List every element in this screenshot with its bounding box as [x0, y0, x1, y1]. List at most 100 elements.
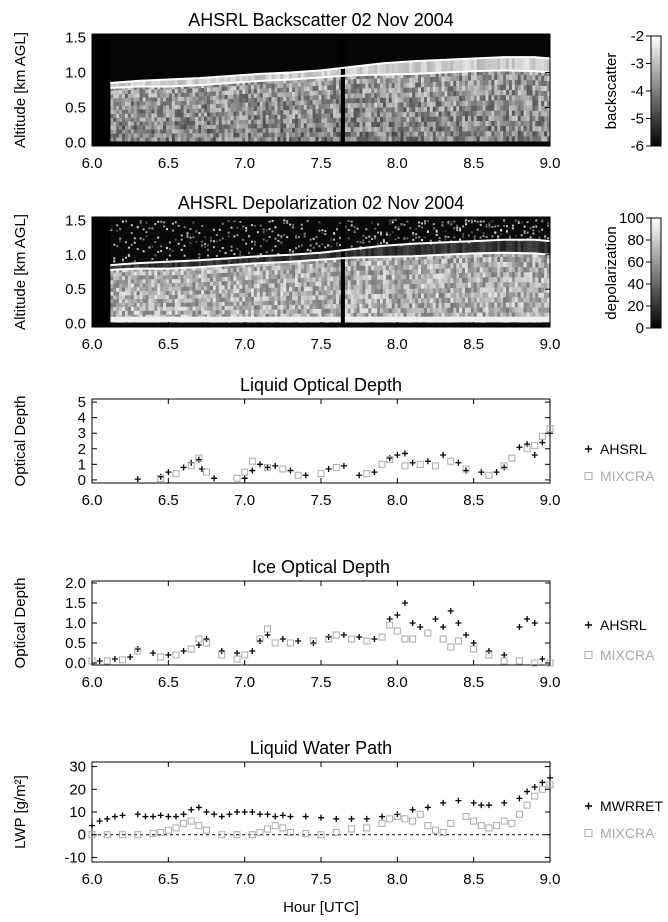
heatmap-cell	[541, 105, 545, 112]
heatmap-cell	[151, 298, 155, 303]
heatmap-cell	[336, 98, 340, 104]
heatmap-cell	[438, 312, 443, 318]
heatmap-cell	[409, 82, 413, 88]
heatmap-cell	[271, 274, 275, 279]
heatmap-cell	[377, 131, 381, 137]
heatmap-cell	[177, 302, 182, 307]
heatmap-cell	[318, 245, 321, 248]
heatmap-cell	[532, 229, 535, 232]
heatmap-cell	[435, 91, 440, 97]
heatmap-cell	[368, 265, 372, 271]
heatmap-cell	[218, 94, 223, 100]
heatmap-cell	[318, 313, 322, 319]
heatmap-cell	[462, 297, 466, 303]
heatmap-cell	[218, 90, 223, 96]
heatmap-cell	[547, 90, 551, 97]
heatmap-cell	[183, 128, 188, 134]
heatmap-cell	[465, 272, 469, 278]
heatmap-cell	[127, 105, 132, 110]
heatmap-cell	[459, 302, 463, 308]
heatmap-cell	[488, 287, 492, 293]
heatmap-cell	[286, 278, 290, 283]
heatmap-cell	[336, 93, 340, 99]
heatmap-cell	[306, 109, 311, 114]
heatmap-cell	[230, 98, 234, 104]
heatmap-cell	[517, 136, 522, 142]
heatmap-cell	[201, 277, 205, 283]
heatmap-cell	[506, 291, 510, 298]
heatmap-cell	[315, 81, 319, 86]
heatmap-cell	[382, 116, 387, 123]
heatmap-cell	[212, 132, 217, 138]
heatmap-cell	[500, 276, 504, 283]
heatmap-cell	[168, 93, 173, 98]
heatmap-cell	[394, 131, 399, 137]
heatmap-cell	[336, 112, 340, 118]
heatmap-cell	[330, 299, 334, 305]
heatmap-cell	[315, 290, 319, 296]
heatmap-cell	[157, 275, 161, 280]
heatmap-cell	[336, 303, 340, 309]
heatmap-cell	[256, 261, 261, 267]
heatmap-cell	[122, 298, 126, 304]
heatmap-cell	[321, 285, 325, 291]
heatmap-cell	[259, 245, 262, 248]
heatmap-cell	[485, 115, 489, 121]
heatmap-cell	[280, 109, 284, 115]
heatmap-cell	[180, 286, 185, 291]
heatmap-cell	[397, 102, 402, 108]
heatmap-cell	[171, 93, 176, 98]
heatmap-cell	[289, 78, 293, 84]
heatmap-cell	[365, 78, 369, 84]
heatmap-cell	[491, 276, 495, 283]
heatmap-cell	[253, 84, 258, 90]
heatmap-cell	[432, 253, 437, 260]
heatmap-cell	[470, 69, 475, 76]
heatmap-cell	[262, 300, 267, 306]
heatmap-cell	[177, 242, 180, 245]
heatmap-cell	[488, 261, 492, 268]
heatmap-cell	[271, 87, 275, 93]
heatmap-cell	[297, 72, 302, 79]
heatmap-cell	[277, 96, 281, 102]
heatmap-cell	[168, 241, 171, 244]
heatmap-cell	[482, 307, 487, 313]
heatmap-cell	[242, 313, 246, 319]
heatmap-cell	[529, 74, 533, 81]
heatmap-cell	[511, 276, 516, 283]
heatmap-cell	[292, 308, 296, 314]
heatmap-cell	[295, 91, 299, 97]
heatmap-cell	[485, 74, 489, 80]
heatmap-cell	[168, 79, 173, 87]
heatmap-cell	[503, 256, 507, 262]
heatmap-cell	[295, 118, 299, 124]
heatmap-cell	[259, 283, 264, 288]
heatmap-cell	[174, 290, 179, 295]
heatmap-cell	[177, 282, 182, 287]
heatmap-cell	[403, 61, 407, 75]
heatmap-cell	[154, 310, 158, 315]
heatmap-cell	[295, 247, 297, 250]
heatmap-cell	[300, 118, 305, 124]
heatmap-cell	[347, 279, 352, 285]
heatmap-cell	[500, 256, 504, 262]
heatmap-cell	[541, 100, 545, 107]
heatmap-cell	[485, 105, 489, 111]
heatmap-cell	[514, 307, 519, 313]
heatmap-cell	[517, 57, 522, 71]
heatmap-cell	[321, 89, 325, 95]
heatmap-cell	[142, 228, 145, 231]
heatmap-cell	[500, 136, 504, 142]
heatmap-cell	[368, 97, 372, 103]
heatmap-cell	[259, 123, 264, 129]
heatmap-cell	[268, 136, 273, 142]
heatmap-cell	[473, 130, 478, 137]
heatmap-cell	[470, 312, 475, 318]
heatmap-cell	[271, 79, 275, 84]
heatmap-cell	[198, 132, 202, 138]
heatmap-cell	[130, 287, 135, 292]
heatmap-cell	[119, 129, 123, 134]
heatmap-cell	[506, 230, 508, 233]
heatmap-cell	[292, 132, 296, 137]
heatmap-cell	[163, 314, 167, 319]
